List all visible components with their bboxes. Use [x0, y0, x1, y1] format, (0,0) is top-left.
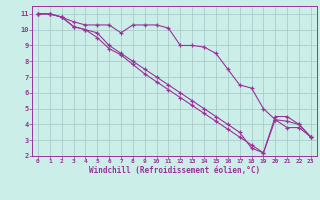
X-axis label: Windchill (Refroidissement éolien,°C): Windchill (Refroidissement éolien,°C) — [89, 166, 260, 175]
